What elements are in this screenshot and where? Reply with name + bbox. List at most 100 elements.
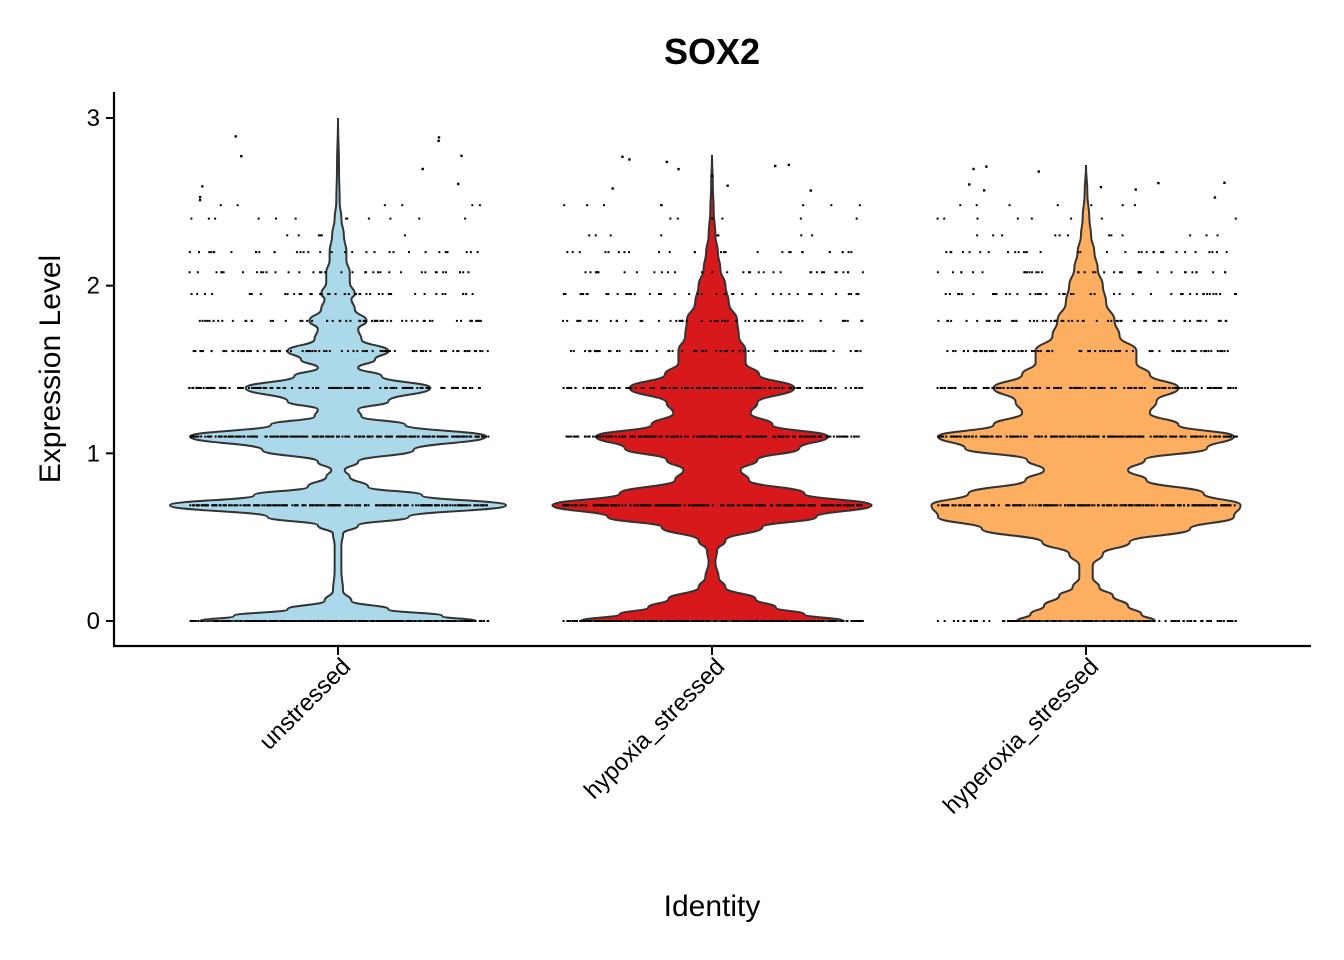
data-point: [1100, 217, 1103, 220]
data-point: [1056, 204, 1059, 207]
data-point: [1072, 435, 1075, 438]
data-point: [225, 435, 228, 438]
data-point: [1033, 319, 1036, 322]
data-point: [739, 435, 742, 438]
data-point: [1173, 435, 1176, 438]
data-point: [940, 386, 943, 389]
data-point: [724, 620, 727, 622]
data-point: [402, 435, 405, 438]
data-point: [1013, 620, 1016, 622]
data-point: [790, 386, 793, 389]
data-point: [855, 293, 858, 296]
data-point: [607, 504, 610, 507]
data-point: [1114, 386, 1117, 389]
data-point: [1152, 620, 1155, 622]
data-point: [725, 350, 728, 353]
outlier-point: [234, 135, 237, 138]
data-point: [1045, 293, 1048, 296]
data-point: [649, 386, 652, 389]
data-point: [684, 386, 687, 389]
data-point: [1053, 319, 1056, 322]
data-point: [331, 319, 334, 322]
data-point: [204, 319, 207, 322]
data-point: [618, 435, 621, 438]
data-point: [609, 319, 612, 322]
data-point: [1052, 435, 1055, 438]
data-point: [475, 435, 478, 438]
data-point: [1030, 217, 1033, 220]
data-point: [369, 293, 372, 296]
data-point: [347, 350, 350, 353]
data-point: [302, 504, 305, 507]
data-point: [367, 504, 370, 507]
data-point: [1008, 293, 1011, 296]
data-point: [328, 386, 331, 389]
data-point: [1235, 435, 1238, 438]
data-point: [749, 504, 752, 507]
data-point: [1019, 435, 1022, 438]
data-point: [1084, 386, 1087, 389]
data-point: [444, 271, 447, 274]
data-point: [220, 271, 223, 274]
outlier-point: [1037, 170, 1040, 173]
data-point: [1227, 620, 1230, 622]
data-point: [936, 386, 939, 389]
data-point: [299, 435, 302, 438]
data-point: [806, 435, 809, 438]
data-point: [671, 350, 674, 353]
data-point: [252, 504, 255, 507]
data-point: [1110, 504, 1113, 507]
data-point: [384, 386, 387, 389]
data-point: [379, 271, 382, 274]
data-point: [1158, 435, 1161, 438]
data-point: [701, 350, 704, 353]
data-point: [305, 435, 308, 438]
data-point: [482, 435, 485, 438]
data-point: [861, 271, 864, 274]
data-point: [992, 234, 995, 237]
data-point: [668, 386, 671, 389]
data-point: [299, 386, 302, 389]
data-point: [471, 386, 474, 389]
data-point: [562, 293, 565, 296]
data-point: [705, 386, 708, 389]
data-point: [967, 350, 970, 353]
data-point: [801, 504, 804, 507]
data-point: [818, 435, 821, 438]
data-point: [251, 620, 254, 622]
data-point: [643, 504, 646, 507]
data-point: [1016, 217, 1019, 220]
data-point: [364, 386, 367, 389]
data-point: [654, 504, 657, 507]
data-point: [1062, 293, 1065, 296]
data-point: [706, 504, 709, 507]
data-point: [1022, 435, 1025, 438]
data-point: [716, 319, 719, 322]
data-point: [1210, 620, 1213, 622]
data-point: [408, 386, 411, 389]
data-point: [685, 319, 688, 322]
data-point: [450, 620, 453, 622]
data-point: [796, 504, 799, 507]
data-point: [263, 504, 266, 507]
data-point: [694, 620, 697, 622]
data-point: [294, 504, 297, 507]
data-point: [1032, 620, 1035, 622]
data-point: [466, 504, 469, 507]
data-point: [1233, 504, 1236, 507]
data-point: [311, 350, 314, 353]
data-point: [245, 620, 248, 622]
data-point: [398, 620, 401, 622]
data-point: [835, 271, 838, 274]
data-point: [424, 271, 427, 274]
data-point: [468, 350, 471, 353]
data-point: [731, 293, 734, 296]
data-point: [284, 386, 287, 389]
data-point: [667, 504, 670, 507]
data-point: [808, 504, 811, 507]
data-point: [212, 319, 215, 322]
data-point: [640, 620, 643, 622]
data-point: [271, 386, 274, 389]
data-point: [693, 620, 696, 622]
